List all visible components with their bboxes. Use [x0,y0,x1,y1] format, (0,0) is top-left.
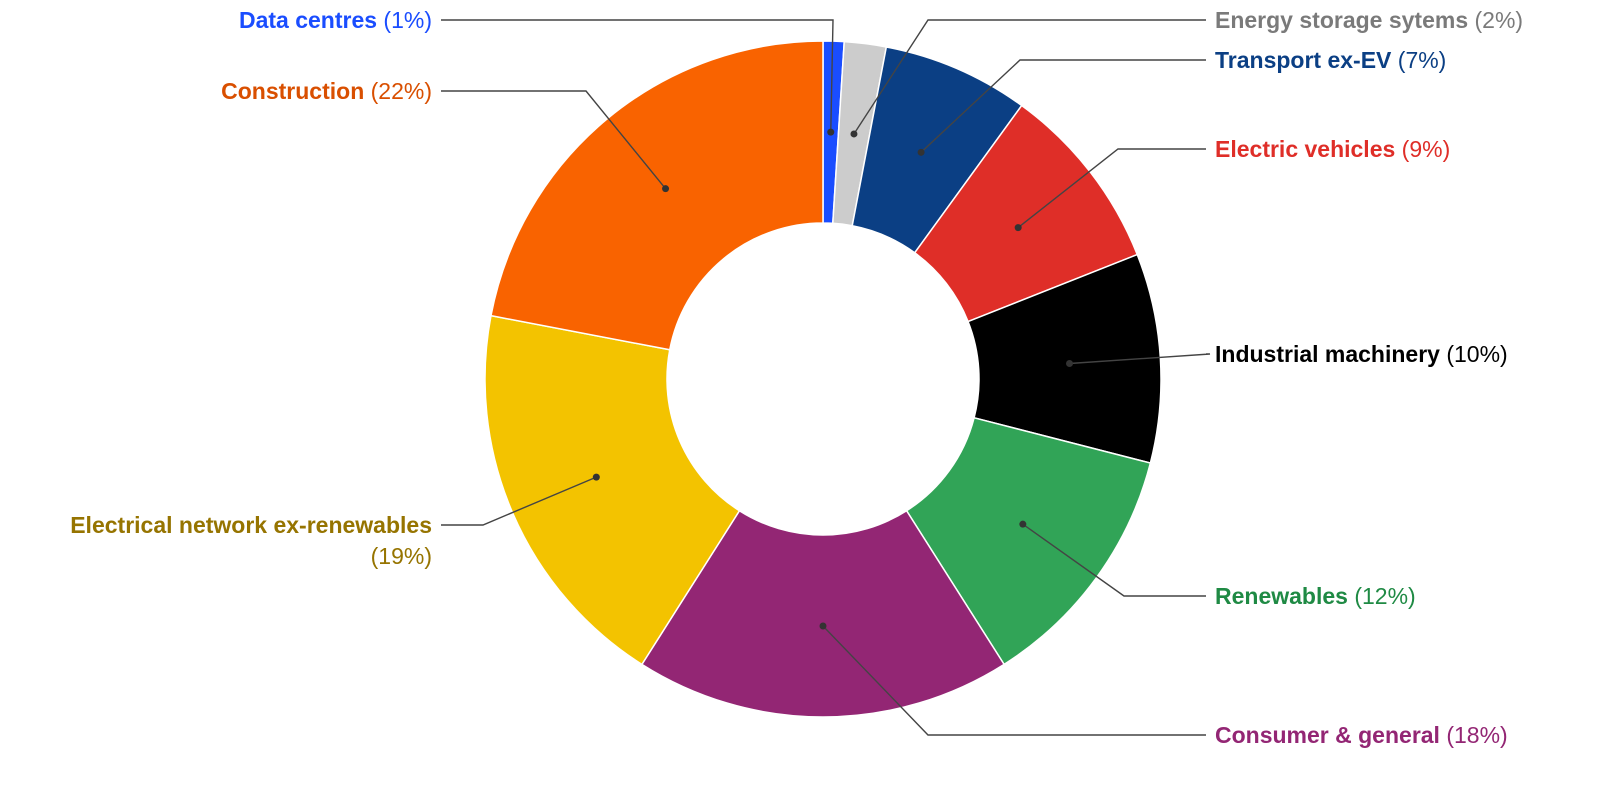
label-name: Data centres [239,7,377,33]
leader-line-electrical-network-ex-renewables [441,476,597,526]
leader-line-industrial-machinery [1069,353,1211,365]
leader-dot-consumer-and-general [819,622,827,630]
label-name: Renewables [1215,583,1348,609]
leader-dot-energy-storage-sytems [850,130,858,138]
label-value: (12%) [1348,583,1416,609]
label-transport-ex-ev: Transport ex-EV (7%) [1215,47,1446,73]
label-construction: Construction (22%) [221,78,432,104]
label-energy-storage-sytems: Energy storage sytems (2%) [1215,7,1523,33]
label-value: (9%) [1395,136,1450,162]
label-name: Electric vehicles [1215,136,1395,162]
slices-group [484,40,1162,718]
label-renewables: Renewables (12%) [1215,583,1416,609]
leader-line-electric-vehicles [1017,148,1206,229]
label-value: (19%) [371,543,432,569]
leader-dot-electrical-network-ex-renewables [592,473,600,481]
label-data-centres: Data centres (1%) [239,7,432,33]
slice-renewables [905,416,1152,666]
slice-construction [490,40,824,351]
label-value: (7%) [1391,47,1446,73]
label-industrial-machinery: Industrial machinery (10%) [1215,341,1508,367]
slice-consumer-and-general [640,509,1006,718]
leader-dot-electric-vehicles [1014,224,1022,232]
leader-line-energy-storage-sytems [853,19,1206,135]
leader-dot-industrial-machinery [1066,359,1074,367]
slice-electrical-network-ex-renewables [484,314,741,666]
leader-dot-renewables [1019,520,1027,528]
label-name: Energy storage sytems [1215,7,1468,33]
label-consumer-and-general: Consumer & general (18%) [1215,722,1508,748]
label-name: Construction [221,78,364,104]
leader-dot-construction [662,185,670,193]
leader-lines-group [441,19,1211,736]
label-value: (10%) [1440,341,1508,367]
label-value: (22%) [364,78,432,104]
leader-line-transport-ex-ev [920,59,1206,153]
leader-line-renewables [1022,523,1206,597]
label-name: Electrical network ex-renewables [70,512,432,538]
label-name: Industrial machinery [1215,341,1440,367]
label-value: (1%) [377,7,432,33]
leader-line-construction [441,90,667,190]
label-value: (18%) [1440,722,1508,748]
label-name: Transport ex-EV [1215,47,1392,73]
leader-line-data-centres [441,19,834,133]
leader-line-consumer-and-general [822,625,1206,736]
label-electrical-network-ex-renewables: Electrical network ex-renewables (19%) [70,512,432,569]
leader-dot-transport-ex-ev [917,148,925,156]
label-value: (2%) [1468,7,1523,33]
label-electric-vehicles: Electric vehicles (9%) [1215,136,1450,162]
labels-group: Data centres (1%) Energy storage sytems (… [70,7,1523,748]
leader-dot-data-centres [827,128,835,136]
label-name: Consumer & general [1215,722,1440,748]
